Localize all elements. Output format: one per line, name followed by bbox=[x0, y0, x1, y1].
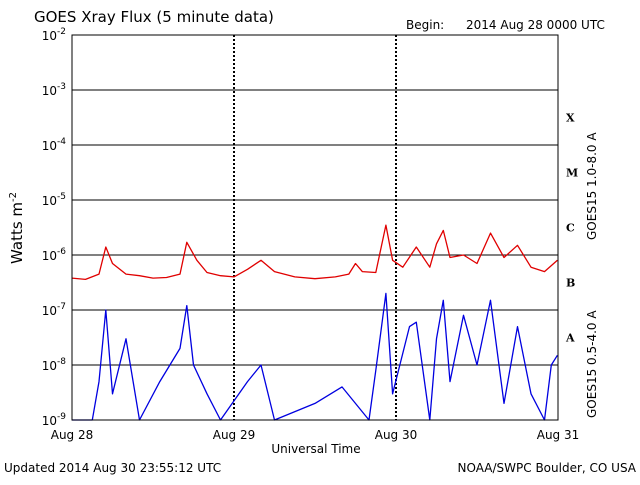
updated-timestamp: Updated 2014 Aug 30 23:55:12 UTC bbox=[4, 461, 221, 475]
begin-label: Begin: bbox=[406, 18, 444, 32]
y-axis-label-exp: -2 bbox=[8, 192, 19, 202]
y-tick-label: 10-2 bbox=[42, 27, 66, 43]
series-short-channel bbox=[72, 292, 558, 421]
x-tick-label: Aug 28 bbox=[51, 428, 94, 442]
x-tick-labels: Aug 28 Aug 29 Aug 30 Aug 31 bbox=[51, 428, 580, 442]
y-tick-base: 10 bbox=[42, 304, 57, 318]
y-axis-label: Watts m-2 bbox=[8, 192, 26, 264]
chart-title: GOES Xray Flux (5 minute data) bbox=[34, 8, 274, 26]
series-long-channel bbox=[71, 224, 558, 281]
y-tick-label: 10-3 bbox=[42, 82, 66, 98]
flare-class-a: A bbox=[565, 332, 575, 345]
x-tick-label: Aug 29 bbox=[213, 428, 256, 442]
series-layer bbox=[71, 224, 558, 421]
flare-class-x: X bbox=[566, 112, 575, 125]
y-tick-base: 10 bbox=[42, 84, 57, 98]
y-tick-label: 10-4 bbox=[42, 137, 67, 153]
y-tick-label: 10-9 bbox=[42, 412, 67, 428]
x-axis-label: Universal Time bbox=[271, 442, 360, 456]
flare-class-c: C bbox=[566, 222, 575, 235]
y-tick-base: 10 bbox=[42, 29, 57, 43]
legend-long-channel: GOES15 1.0-8.0 A bbox=[585, 132, 599, 240]
grid-layer bbox=[72, 34, 558, 421]
y-tick-label: 10-8 bbox=[42, 357, 67, 373]
y-axis-label-base: Watts m bbox=[8, 202, 26, 264]
y-tick-label: 10-7 bbox=[42, 302, 66, 318]
flare-class-m: M bbox=[566, 167, 578, 180]
y-tick-base: 10 bbox=[42, 249, 57, 263]
x-tick-label: Aug 30 bbox=[375, 428, 418, 442]
y-tick-label: 10-6 bbox=[42, 247, 67, 263]
x-tick-label: Aug 31 bbox=[537, 428, 580, 442]
y-tick-exp: -5 bbox=[57, 192, 66, 202]
y-tick-exp: -6 bbox=[57, 247, 66, 257]
flare-class-b: B bbox=[566, 277, 575, 290]
flare-class-labels: X M C B A bbox=[565, 112, 578, 345]
y-tick-exp: -3 bbox=[57, 82, 66, 92]
begin-value: 2014 Aug 28 0000 UTC bbox=[466, 18, 605, 32]
credit-text: NOAA/SWPC Boulder, CO USA bbox=[458, 461, 637, 475]
y-tick-label: 10-5 bbox=[42, 192, 66, 208]
legend-short-channel: GOES15 0.5-4.0 A bbox=[585, 310, 599, 418]
y-tick-exp: -7 bbox=[57, 302, 66, 312]
y-tick-base: 10 bbox=[42, 414, 57, 428]
plot-frame bbox=[71, 34, 559, 421]
y-tick-exp: -4 bbox=[57, 137, 66, 147]
y-tick-base: 10 bbox=[42, 359, 57, 373]
y-tick-exp: -2 bbox=[57, 27, 66, 37]
y-tick-exp: -9 bbox=[57, 412, 66, 422]
y-tick-base: 10 bbox=[42, 194, 57, 208]
y-tick-labels: 10-210-310-410-510-610-710-810-9 bbox=[42, 27, 67, 428]
y-tick-exp: -8 bbox=[57, 357, 66, 367]
y-tick-base: 10 bbox=[42, 139, 57, 153]
